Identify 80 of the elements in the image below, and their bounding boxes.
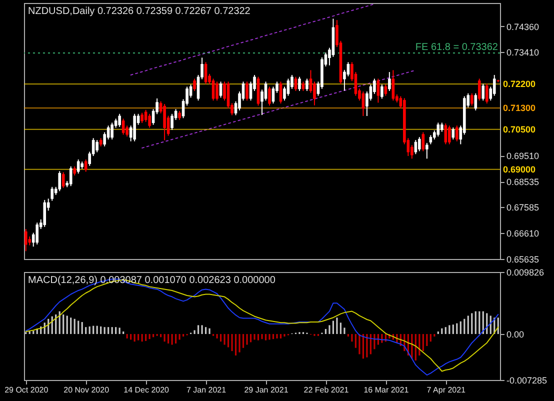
x-tick-label: 7 Jan 2021 xyxy=(186,386,227,394)
candlestick xyxy=(384,84,388,96)
candlestick xyxy=(313,81,316,106)
candlestick xyxy=(444,122,448,145)
candlestick xyxy=(448,125,451,145)
candlestick xyxy=(418,136,421,152)
candlestick xyxy=(456,125,458,142)
candlestick xyxy=(144,109,148,122)
x-tick-label: 29 Oct 2020 xyxy=(4,386,49,394)
candlestick xyxy=(36,222,39,245)
y-tick-label: 0.67585 xyxy=(506,202,540,213)
candlestick xyxy=(58,170,62,192)
candlestick xyxy=(103,132,106,147)
y-tick-label: 0.74360 xyxy=(506,22,540,32)
ref-line-label: 0.69000 xyxy=(503,164,536,174)
candlestick xyxy=(492,74,496,96)
y-tick-label: 0.00 xyxy=(506,330,524,340)
candlestick xyxy=(380,84,384,100)
y-tick-label: 0.73410 xyxy=(506,47,540,58)
candlestick xyxy=(76,158,80,174)
candlestick xyxy=(286,78,290,96)
candlestick xyxy=(178,110,181,121)
ref-line-label: 0.72200 xyxy=(503,79,536,90)
candlestick xyxy=(216,81,218,102)
candlestick xyxy=(43,199,46,228)
ref-line-label: FE 61.8 = 0.73362 xyxy=(415,42,498,54)
candlestick xyxy=(84,158,88,172)
candlestick xyxy=(426,142,428,160)
candlestick xyxy=(148,113,151,128)
x-tick-label: 7 Apr 2021 xyxy=(426,386,466,394)
chart-title: NZDUSD,Daily 0.72326 0.72359 0.72267 0.72322 xyxy=(28,6,251,17)
ref-line-label: 0.71300 xyxy=(503,103,536,114)
candlestick xyxy=(373,78,376,94)
y-tick-label: 0.69510 xyxy=(506,151,540,162)
ref-line-label: 0.70500 xyxy=(503,124,536,134)
candlestick xyxy=(110,122,114,140)
x-tick-label: 14 Dec 2020 xyxy=(124,386,170,394)
x-tick-label: 29 Jan 2021 xyxy=(244,386,289,394)
candlestick xyxy=(140,112,144,124)
candlestick xyxy=(470,92,474,106)
candlestick xyxy=(163,104,166,141)
candlestick xyxy=(69,166,72,187)
candlestick xyxy=(422,132,425,152)
candlestick xyxy=(306,78,308,92)
candlestick xyxy=(133,113,136,142)
line-series xyxy=(142,70,416,148)
x-tick-label: 16 Mar 2021 xyxy=(364,386,410,394)
candlestick xyxy=(118,113,121,128)
y-tick-label: 0.66610 xyxy=(506,228,540,239)
candlestick xyxy=(73,166,76,176)
candlestick xyxy=(474,92,478,111)
candlestick xyxy=(376,78,380,104)
y-tick-label: -0.007285 xyxy=(506,376,548,386)
candlestick xyxy=(219,81,222,98)
candlestick xyxy=(294,76,298,92)
candlestick xyxy=(478,78,481,102)
x-tick-label: 22 Feb 2021 xyxy=(304,386,350,394)
candlestick xyxy=(24,228,28,252)
candlestick xyxy=(122,118,125,136)
candlestick xyxy=(268,86,271,106)
candlestick xyxy=(482,83,485,102)
candlestick xyxy=(388,72,391,92)
y-tick-label: 0.009826 xyxy=(506,268,544,278)
candlestick xyxy=(392,70,395,102)
candlestick xyxy=(193,78,196,92)
candlestick xyxy=(429,134,432,145)
candlestick xyxy=(485,83,488,104)
x-tick-label: 20 Nov 2020 xyxy=(64,386,110,394)
y-tick-label: 0.65635 xyxy=(506,254,540,264)
candlestick xyxy=(96,139,98,153)
candlestick xyxy=(436,122,440,138)
candlestick xyxy=(246,81,248,102)
candlestick xyxy=(414,139,418,155)
y-tick-label: 0.68535 xyxy=(506,177,540,188)
candlestick xyxy=(440,122,444,132)
candlestick xyxy=(452,126,455,140)
candlestick xyxy=(62,172,65,188)
candlestick xyxy=(298,76,301,92)
candlestick xyxy=(346,62,350,77)
candlestick xyxy=(170,113,174,130)
